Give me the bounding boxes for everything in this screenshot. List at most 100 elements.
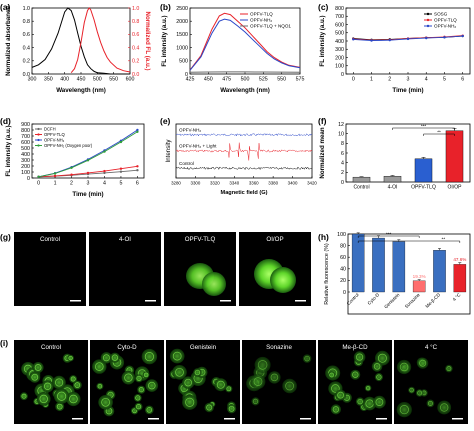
panel-i-image-label: Me-β-CD bbox=[342, 344, 368, 351]
panel-i-cell bbox=[37, 392, 51, 406]
panel-i-cell bbox=[170, 349, 185, 364]
panel-b-legend-label: OPFV-TLQ + NQO1 bbox=[250, 24, 291, 29]
panel-i-scalebar bbox=[300, 418, 311, 420]
panel-h: (h) Relative fluorescence (%) 0204060801… bbox=[318, 232, 470, 315]
panel-i-cell bbox=[331, 404, 341, 414]
panel-i-cell bbox=[134, 394, 142, 402]
panel-i-cell bbox=[193, 368, 201, 376]
panel-i-cell bbox=[33, 362, 44, 373]
panel-i-cell bbox=[54, 389, 69, 404]
panel-d-legend-label: DCFH bbox=[44, 127, 56, 132]
panel-c-label: (c) bbox=[318, 2, 329, 12]
panel-i-image-label: 4 °C bbox=[425, 344, 438, 351]
panel-i-cell bbox=[146, 379, 159, 392]
panel-i-image-label: Genistein bbox=[190, 344, 217, 351]
panel-i-cell bbox=[397, 402, 412, 417]
panel-h-value-label: 47.6% bbox=[453, 257, 466, 262]
panel-d-point bbox=[54, 172, 56, 174]
panel-h-label: (h) bbox=[318, 232, 329, 242]
panel-g-image-tile bbox=[89, 232, 161, 306]
panel-c-point bbox=[352, 38, 354, 40]
panel-g-image-tile bbox=[14, 232, 86, 306]
panel-a: (a) Wavelength (nm) Normalized absorbanc… bbox=[0, 2, 151, 94]
panel-i-cell bbox=[437, 401, 451, 415]
panel-i-cell bbox=[335, 390, 346, 401]
panel-i-image-label: Sonazine bbox=[266, 344, 292, 351]
panel-h-bar bbox=[433, 250, 445, 292]
panel-i-cell bbox=[282, 379, 297, 394]
panel-b: (b) Wavelength (nm) FL intensity (a.u.) … bbox=[160, 2, 304, 94]
panel-g-cell bbox=[202, 272, 226, 296]
panel-f-category-label: 4-OI bbox=[388, 185, 398, 191]
panel-a-ytick-label: 1.0 bbox=[23, 6, 30, 12]
panel-g-image-label: OPFV-TLQ bbox=[185, 236, 216, 243]
panel-f-ytick-label: 6 bbox=[341, 151, 344, 157]
panel-c-ytick-label: 500 bbox=[335, 31, 344, 37]
panel-f-ytick-label: 8 bbox=[341, 141, 344, 147]
panel-c-xtick-label: 3 bbox=[407, 77, 410, 83]
panel-f-ytick-label: 0 bbox=[341, 180, 344, 186]
panel-i-cell bbox=[143, 372, 150, 379]
panel-b-ytick-label: 500 bbox=[179, 59, 188, 65]
panel-i-cell bbox=[251, 374, 266, 389]
panel-e-spectrum-line bbox=[176, 167, 312, 169]
panel-c-xtick-label: 0 bbox=[352, 77, 355, 83]
panel-b-ytick-label: 2000 bbox=[176, 19, 188, 25]
panel-d-point bbox=[37, 176, 39, 178]
panel-b-legend-label: OPFV-NH₂ bbox=[250, 18, 272, 23]
panel-i-cell bbox=[20, 392, 28, 400]
panel-g-label: (g) bbox=[0, 232, 11, 242]
panel-h-bar bbox=[393, 242, 405, 292]
panel-d-ytick-label: 900 bbox=[21, 122, 30, 128]
panel-d-xtick-label: 3 bbox=[87, 181, 90, 187]
panel-d-xtick-label: 5 bbox=[119, 181, 122, 187]
panel-a-ytick-label: 0.8 bbox=[23, 19, 30, 25]
panel-d-xlabel: Time (min) bbox=[72, 191, 103, 198]
panel-c-legend-marker bbox=[427, 19, 429, 21]
panel-i-cell bbox=[417, 358, 428, 369]
panel-b-xtick-label: 525 bbox=[259, 77, 268, 83]
panel-f-sig-label: ** bbox=[437, 130, 441, 135]
panel-c-xtick-label: 6 bbox=[461, 77, 464, 83]
panel-f-bar bbox=[353, 177, 370, 182]
panel-g-cell bbox=[270, 267, 296, 293]
panel-i-cell bbox=[408, 387, 415, 394]
panel-c-xlabel: Time (min) bbox=[392, 87, 423, 94]
panel-d-point bbox=[87, 159, 89, 161]
panel-h-category-label: 4 °C bbox=[452, 292, 462, 302]
panel-d-legend-label: OPFV-NH₂ bbox=[44, 138, 65, 143]
panel-d-point bbox=[70, 167, 72, 169]
panel-i-scalebar bbox=[72, 418, 83, 420]
panel-g-scalebar bbox=[70, 300, 81, 302]
panel-b-ytick-label: 1500 bbox=[176, 32, 188, 38]
panel-f-category-label: Control bbox=[353, 185, 369, 191]
panel-b-xlabel: Wavelength (nm) bbox=[220, 87, 270, 94]
panel-c-point bbox=[425, 37, 427, 39]
panel-a-ylabel: Normalized absorbance bbox=[5, 6, 12, 76]
panel-d-point bbox=[103, 170, 105, 172]
panel-i-scalebar bbox=[376, 418, 387, 420]
panel-f-bar bbox=[446, 131, 463, 182]
panel-c-xtick-label: 4 bbox=[425, 77, 428, 83]
panel-c-ytick-label: 100 bbox=[335, 64, 344, 70]
panel-a-xtick-label: 350 bbox=[44, 77, 53, 83]
panel-f-ytick-label: 12 bbox=[338, 122, 344, 128]
panel-a-xtick-label: 550 bbox=[109, 77, 118, 83]
panel-i-cell bbox=[373, 396, 386, 409]
panel-i-cell bbox=[135, 374, 143, 382]
panel-d-point bbox=[120, 141, 122, 143]
panel-i-cell bbox=[182, 395, 197, 410]
panel-b-label: (b) bbox=[160, 2, 171, 12]
panel-e-trace-label: Control bbox=[179, 161, 194, 166]
panel-e-trace-label: OPFV-NH₂ bbox=[179, 127, 201, 132]
panel-c-legend-label: SOSG bbox=[434, 12, 448, 17]
panel-f-ytick-label: 4 bbox=[341, 160, 344, 166]
panel-b-ytick-label: 1000 bbox=[176, 45, 188, 51]
panel-c-ytick-label: 300 bbox=[335, 47, 344, 53]
panel-c-legend-label: OPFV-TLQ bbox=[434, 18, 457, 23]
